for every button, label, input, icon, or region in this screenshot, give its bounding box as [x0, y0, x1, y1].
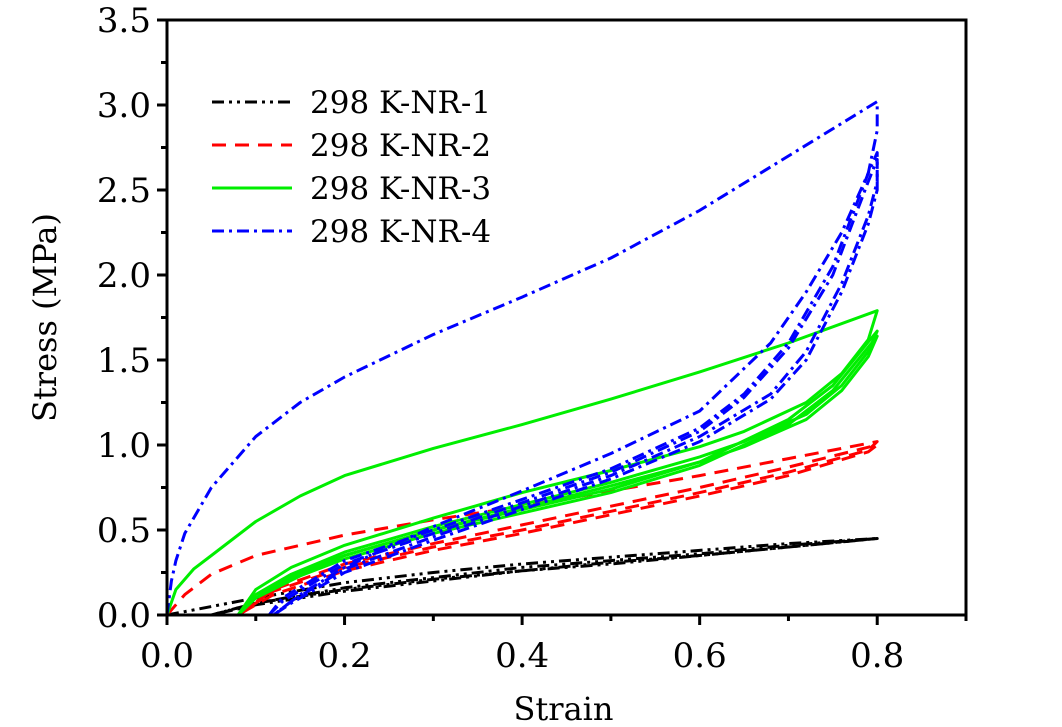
series-4-cycle-3	[268, 157, 879, 617]
y-tick-label: 1.5	[97, 341, 151, 381]
series-4	[165, 100, 879, 617]
series-4-cycle-1	[165, 100, 879, 617]
legend: 298 K-NR-1 298 K-NR-2 298 K-NR-3 298 K-NR-4	[212, 85, 491, 250]
y-tick-label: 3.5	[97, 1, 151, 41]
legend-item: 298 K-NR-2	[212, 128, 491, 164]
y-tick-label: 1.0	[97, 426, 151, 466]
series-1-cycle-2	[211, 537, 879, 617]
x-axis-ticks: 0.0 0.2 0.4 0.6 0.8	[140, 615, 968, 676]
series-3-cycle-3	[236, 334, 879, 617]
legend-item: 298 K-NR-1	[212, 85, 491, 121]
x-tick-label: 0.8	[850, 636, 904, 676]
legend-label: 298 K-NR-3	[310, 171, 491, 207]
series-2-cycle-1	[165, 440, 879, 617]
plot-curves	[165, 100, 879, 617]
legend-item: 298 K-NR-3	[212, 171, 491, 207]
y-tick-label: 0.0	[97, 596, 151, 636]
y-tick-label: 3.0	[97, 86, 151, 126]
x-tick-label: 0.2	[318, 636, 372, 676]
x-tick-label: 0.6	[673, 636, 727, 676]
y-axis-title: Stress (MPa)	[26, 213, 64, 422]
y-tick-label: 2.0	[97, 256, 151, 296]
legend-label: 298 K-NR-2	[310, 128, 491, 164]
y-tick-label: 0.5	[97, 511, 151, 551]
y-axis-ticks: 0.0 0.5 1.0 1.5 2.0 2.5 3.0 3.5	[97, 1, 167, 636]
plot-frame	[165, 18, 968, 617]
series-1	[166, 537, 879, 617]
legend-label: 298 K-NR-4	[310, 214, 491, 250]
legend-label: 298 K-NR-1	[310, 85, 491, 121]
y-tick-label: 2.5	[97, 171, 151, 211]
x-axis-title: Strain	[514, 690, 614, 727]
x-tick-label: 0.0	[140, 636, 194, 676]
x-tick-label: 0.4	[495, 636, 549, 676]
legend-item: 298 K-NR-4	[212, 214, 491, 250]
series-1-cycle-1	[166, 537, 879, 617]
series-3	[165, 309, 879, 617]
series-3-cycle-1	[165, 309, 879, 616]
